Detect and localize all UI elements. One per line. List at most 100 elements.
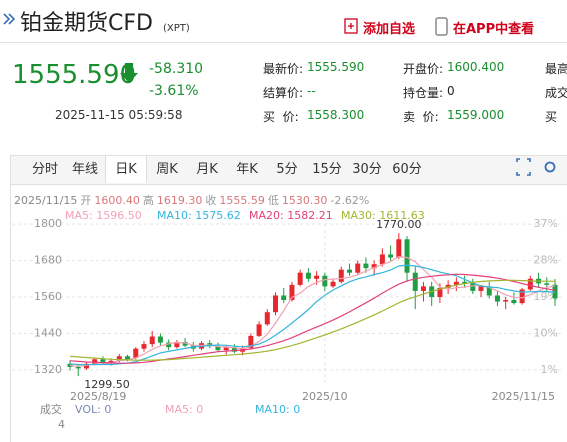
ma-line bbox=[69, 264, 556, 366]
stat-label: 结算价: bbox=[263, 86, 304, 100]
stat-value: 1558.300 bbox=[307, 108, 365, 122]
stat-label: 最高 bbox=[545, 62, 567, 76]
candle-body bbox=[289, 284, 295, 301]
tab[interactable]: 5分 bbox=[276, 162, 298, 177]
tab[interactable]: 分时 bbox=[31, 162, 58, 177]
candle-body bbox=[527, 278, 533, 290]
candle-body bbox=[248, 335, 254, 349]
stat-value: 1555.590 bbox=[307, 60, 365, 74]
candle-body bbox=[83, 363, 89, 369]
title: 铂金期货CFD bbox=[20, 11, 153, 36]
stat-value: 1559.000 bbox=[447, 108, 505, 122]
candle-body bbox=[141, 344, 147, 349]
y-tick-label: 1680 bbox=[34, 254, 62, 267]
candle-body bbox=[503, 300, 509, 302]
tab[interactable]: 30分 bbox=[352, 162, 382, 177]
ma-line bbox=[69, 255, 556, 367]
candle-body bbox=[330, 281, 336, 287]
candle-body bbox=[133, 348, 139, 358]
candle-body bbox=[157, 336, 163, 343]
y2-tick-label: 28% bbox=[534, 254, 558, 267]
candle-body bbox=[75, 366, 81, 369]
stat-label: 持仓量: bbox=[403, 86, 444, 100]
candle-body bbox=[149, 336, 155, 345]
candle-body bbox=[314, 275, 320, 279]
stat-value: 0 bbox=[447, 84, 455, 98]
candle-body bbox=[116, 356, 122, 361]
candle-body bbox=[166, 342, 172, 348]
volume-legend: MA5: 0 bbox=[165, 403, 203, 416]
x-tick-label: 2025/10 bbox=[302, 390, 348, 403]
code: (XPT) bbox=[163, 23, 190, 34]
candle-body bbox=[256, 324, 262, 336]
info-item: -2.62% bbox=[330, 194, 369, 207]
tab[interactable]: 60分 bbox=[392, 162, 422, 177]
candle-body bbox=[544, 283, 550, 285]
candle-body bbox=[552, 284, 558, 299]
candle-body bbox=[281, 295, 287, 301]
title-icon bbox=[3, 13, 16, 25]
candle-body bbox=[462, 281, 468, 284]
stat-label: 成交 bbox=[545, 86, 567, 100]
candle-body bbox=[470, 283, 476, 291]
x-tick-label: 2025/11/15 bbox=[492, 390, 555, 403]
expand-icon[interactable] bbox=[516, 158, 531, 176]
tab-bar bbox=[11, 156, 567, 184]
stat-label: 买 bbox=[545, 110, 558, 124]
annotation: 1299.50 bbox=[84, 378, 130, 391]
candle-body bbox=[379, 254, 385, 265]
stat-label: 开盘价: bbox=[403, 62, 444, 76]
stat-label: 最新价: bbox=[263, 62, 304, 76]
candle-body bbox=[215, 346, 221, 351]
tab[interactable]: 15分 bbox=[312, 162, 342, 177]
candle-body bbox=[519, 289, 525, 304]
candle-body bbox=[174, 341, 180, 348]
candle-body bbox=[363, 263, 369, 269]
candle-body bbox=[297, 272, 303, 285]
stat-label: 买 价: bbox=[263, 110, 299, 124]
candle-body bbox=[486, 286, 492, 296]
change-percent: -3.61% bbox=[149, 83, 199, 99]
candle-body bbox=[355, 263, 361, 273]
info-item: 1600.40 bbox=[94, 194, 140, 207]
tab[interactable]: 年K bbox=[236, 162, 258, 177]
change: -58.310 bbox=[149, 61, 204, 77]
tab[interactable]: 月K bbox=[196, 162, 218, 177]
candle-body bbox=[511, 300, 517, 304]
info-item: 收 bbox=[205, 193, 216, 207]
candle-body bbox=[445, 284, 451, 288]
candle-body bbox=[108, 360, 114, 363]
volume-unit: 4 bbox=[58, 418, 65, 431]
stat-value: -- bbox=[307, 84, 316, 98]
ma-line bbox=[69, 279, 556, 361]
info-item: 开 bbox=[80, 194, 91, 207]
info-item: 1619.30 bbox=[157, 194, 203, 207]
candle-body bbox=[182, 341, 188, 346]
candle-body bbox=[92, 359, 98, 364]
info-item: 2025/11/15 bbox=[14, 194, 77, 207]
candle-body bbox=[346, 269, 352, 273]
tab[interactable]: 年线 bbox=[71, 162, 98, 177]
legend-entry: MA10: 1575.62 bbox=[157, 209, 241, 222]
candle-body bbox=[396, 239, 402, 258]
chart-frame bbox=[10, 155, 567, 442]
candle-body bbox=[412, 272, 418, 291]
settings-icon[interactable] bbox=[544, 161, 556, 173]
open-app[interactable]: 在APP中查看 bbox=[453, 22, 535, 37]
candle-body bbox=[478, 286, 484, 291]
y2-tick-label: 1% bbox=[541, 363, 558, 376]
phone-icon bbox=[435, 17, 448, 36]
candle-body bbox=[404, 239, 410, 273]
tab[interactable]: 周K bbox=[156, 162, 178, 177]
legend-entry: MA30: 1611.63 bbox=[341, 209, 425, 222]
info-item: 1555.59 bbox=[219, 194, 265, 207]
y2-tick-label: 19% bbox=[534, 290, 558, 303]
candle-body bbox=[125, 356, 131, 361]
candle-body bbox=[273, 295, 279, 313]
add-watchlist[interactable]: 添加自选 bbox=[363, 22, 416, 37]
y-tick-label: 1560 bbox=[34, 290, 62, 303]
tab[interactable]: 日K bbox=[105, 156, 147, 183]
add-icon-plus bbox=[348, 23, 354, 29]
ohlc-info: 2025/11/15 开 1600.40 高 1619.30 收 1555.59 低 1530.… bbox=[14, 193, 369, 207]
legend-entry: MA5: 1596.50 bbox=[65, 209, 142, 222]
